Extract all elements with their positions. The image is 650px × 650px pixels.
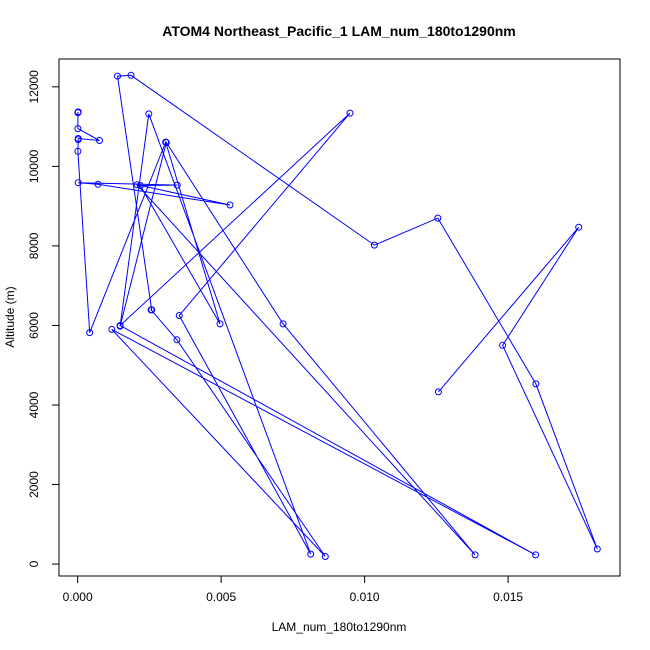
data-point — [321, 553, 329, 560]
y-tick-label: 10000 — [27, 149, 41, 183]
series-line — [77, 74, 598, 557]
x-tick-label: 0.015 — [493, 590, 523, 604]
data-point — [86, 329, 94, 337]
data-point — [532, 551, 540, 559]
data-point — [346, 109, 354, 117]
data-point — [370, 241, 378, 249]
plot-area-frame — [58, 58, 621, 577]
data-point — [74, 135, 82, 142]
data-point — [216, 320, 224, 328]
y-tick-label: 8000 — [27, 232, 41, 259]
data-point — [175, 312, 183, 319]
data-point — [133, 181, 141, 189]
y-tick-label: 4000 — [27, 391, 41, 418]
data-point — [96, 137, 103, 144]
chart-title: ATOM4 Northeast_Pacific_1 LAM_num_180to1… — [162, 23, 516, 39]
data-point — [226, 201, 234, 209]
data-point — [499, 341, 507, 349]
x-axis: 0.000 0.005 0.010 0.015 — [63, 575, 523, 604]
data-point — [74, 125, 82, 133]
y-tick-label: 2000 — [27, 471, 41, 498]
data-point — [127, 71, 135, 79]
data-point — [114, 72, 121, 80]
data-point — [145, 110, 153, 118]
data-point — [279, 320, 287, 328]
data-point — [434, 388, 442, 396]
data-point — [136, 182, 144, 189]
data-point — [94, 180, 102, 188]
data-point — [434, 214, 442, 222]
x-tick-label: 0.000 — [63, 590, 93, 604]
x-tick-label: 0.005 — [206, 590, 236, 604]
data-point — [173, 181, 181, 189]
data-point — [74, 108, 82, 116]
data-point — [307, 550, 315, 558]
data-point — [471, 551, 479, 559]
y-axis: 0 2000 4000 6000 8000 10000 12000 — [27, 70, 60, 567]
data-point — [173, 336, 181, 344]
data-point — [575, 223, 583, 231]
data-point — [162, 138, 170, 146]
data-point — [108, 325, 116, 333]
data-point — [74, 179, 82, 187]
y-axis-label: Altitude (m) — [3, 286, 17, 347]
data-point — [593, 545, 601, 553]
x-axis-label: LAM_num_180to1290nm — [272, 620, 407, 634]
data-point — [147, 306, 155, 314]
x-tick-label: 0.010 — [350, 590, 380, 604]
data-point — [74, 147, 82, 155]
y-tick-label: 0 — [27, 560, 41, 567]
y-tick-label: 12000 — [27, 70, 41, 104]
y-tick-label: 6000 — [27, 312, 41, 339]
data-point — [116, 322, 124, 330]
data-point — [532, 380, 540, 388]
plot-series — [74, 71, 601, 560]
